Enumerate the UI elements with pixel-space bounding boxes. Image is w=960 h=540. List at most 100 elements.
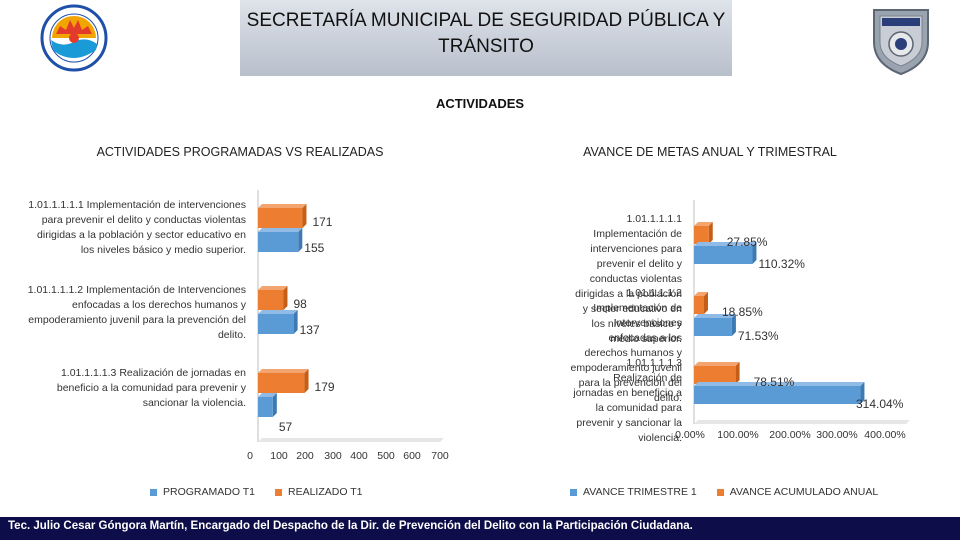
bar-acumulado-side: [735, 362, 740, 384]
left-chart-title: ACTIVIDADES PROGRAMADAS VS REALIZADAS: [96, 145, 384, 159]
bar-realizado-top: [258, 286, 288, 290]
data-label-realizado: 98: [293, 297, 307, 311]
x-tick-label: 100.00%: [717, 429, 758, 441]
bar-realizado: [258, 369, 309, 393]
bar-trimestre-side: [860, 382, 865, 404]
bar-programado-front: [258, 232, 299, 252]
bar-programado-top: [258, 310, 298, 314]
data-label-trimestre: 71.53%: [738, 329, 779, 343]
legend-label-realizado: REALIZADO T1: [288, 486, 363, 498]
x-tick-label: 200.00%: [769, 429, 810, 441]
section-title: ACTIVIDADES: [435, 96, 525, 111]
data-label-realizado: 171: [312, 215, 332, 229]
bar-trimestre-front: [694, 318, 732, 336]
x-tick-label: 0.00%: [675, 429, 705, 441]
municipal-seal-logo: [38, 4, 110, 72]
data-label-acumulado: 78.51%: [754, 375, 795, 389]
bar-acumulado-side: [703, 292, 708, 314]
header-banner: [240, 0, 732, 76]
bar-acumulado: [694, 292, 708, 314]
legend-label-trimestre: AVANCE TRIMESTRE 1: [583, 486, 697, 498]
left-bar-chart: 171 155 98 137 179 57 0 100 200 300 400 500 600 700: [247, 190, 449, 462]
bar-programado-top: [258, 393, 277, 397]
legend-swatch-anual: [716, 488, 724, 496]
right-legend: AVANCE TRIMESTRE 1 AVANCE ACUMULADO ANUA…: [570, 486, 878, 498]
right-category-label: 1.01.1.1.1.1 Implementación de intervenc…: [575, 213, 682, 345]
x-tick-label: 100: [270, 450, 288, 462]
right-chart-title: AVANCE DE METAS ANUAL Y TRIMESTRAL: [583, 145, 837, 159]
bar-acumulado: [694, 222, 713, 244]
bar-realizado-side: [302, 204, 307, 228]
bar-acumulado-side: [708, 222, 713, 244]
left-chart-floor: [258, 438, 444, 442]
data-label-acumulado: 18.85%: [722, 305, 763, 319]
bar-trimestre-top: [694, 314, 736, 318]
legend-label-anual: AVANCE ACUMULADO ANUAL: [729, 486, 879, 498]
x-tick-label: 400.00%: [864, 429, 905, 441]
bar-trimestre-front: [694, 246, 753, 264]
right-category-label: 1.01.1.1.1.2 Implementación de Intervenc…: [570, 287, 682, 404]
x-tick-label: 300: [324, 450, 342, 462]
x-tick-label: 600: [403, 450, 421, 462]
bar-realizado: [258, 204, 307, 228]
bar-programado-front: [258, 314, 294, 334]
data-label-trimestre: 110.32%: [758, 257, 805, 271]
bar-realizado-top: [258, 369, 309, 373]
bar-trimestre: [694, 382, 865, 404]
x-tick-label: 700: [431, 450, 449, 462]
bar-acumulado-top: [694, 222, 713, 226]
bar-realizado-side: [283, 286, 288, 310]
left-category-label: 1.01.1.1.1.1 Implementación de intervenc…: [28, 199, 246, 256]
bar-realizado-top: [258, 204, 307, 208]
bar-realizado-front: [258, 290, 284, 310]
data-label-programado: 137: [300, 323, 320, 337]
police-shield-logo: [868, 2, 934, 76]
footer-credit: Tec. Julio Cesar Góngora Martín, Encarga…: [8, 520, 693, 532]
bar-realizado-side: [304, 369, 309, 393]
bar-programado: [258, 393, 277, 417]
x-tick-label: 0: [247, 450, 253, 462]
x-tick-label: 400: [350, 450, 368, 462]
data-label-trimestre: 314.04%: [856, 397, 904, 411]
page-title: SECRETARÍA MUNICIPAL DE SEGURIDAD PÚBLIC…: [246, 10, 726, 57]
data-label-realizado: 179: [315, 380, 335, 394]
bar-trimestre: [694, 314, 736, 336]
bar-programado-side: [272, 393, 277, 417]
legend-swatch-realizado: [275, 488, 282, 496]
bar-acumulado-top: [694, 292, 708, 296]
data-label-programado: 155: [304, 241, 324, 255]
bar-programado-front: [258, 397, 273, 417]
data-label-acumulado: 27.85%: [727, 235, 768, 249]
x-tick-label: 300.00%: [816, 429, 857, 441]
legend-swatch-trimestre: [570, 488, 577, 496]
x-tick-label: 200: [296, 450, 314, 462]
legend-swatch-programado: [150, 488, 157, 496]
bar-trimestre-top: [694, 382, 865, 386]
left-category-label: 1.01.1.1.1.3 Realización de jornadas en …: [56, 367, 246, 409]
right-bar-chart: 27.85% 110.32% 18.85% 71.53% 78.51% 314.04% 0.…: [675, 200, 910, 441]
bar-realizado-front: [258, 208, 303, 228]
bar-realizado: [258, 286, 288, 310]
bar-realizado-front: [258, 373, 305, 393]
bar-programado: [258, 228, 303, 252]
right-chart-floor: [694, 420, 910, 424]
footer-bar: [0, 517, 960, 540]
left-legend: PROGRAMADO T1 REALIZADO T1: [150, 486, 363, 498]
bar-acumulado-front: [694, 296, 704, 314]
bar-trimestre-side: [752, 242, 757, 264]
bar-programado-side: [298, 228, 303, 252]
bar-acumulado-front: [694, 226, 709, 244]
data-label-programado: 57: [279, 420, 293, 434]
bar-programado: [258, 310, 298, 334]
bar-trimestre-top: [694, 242, 757, 246]
bar-trimestre-front: [694, 386, 861, 404]
bar-programado-top: [258, 228, 303, 232]
bar-acumulado-top: [694, 362, 740, 366]
bar-acumulado: [694, 362, 740, 384]
right-category-label: 1.01.1.1.1.3 Realización de jornadas en …: [573, 357, 682, 444]
bar-trimestre-side: [731, 314, 736, 336]
bar-programado-side: [293, 310, 298, 334]
left-category-label: 1.01.1.1.1.2 Implementación de Intervenc…: [27, 284, 246, 341]
bar-acumulado-front: [694, 366, 736, 384]
